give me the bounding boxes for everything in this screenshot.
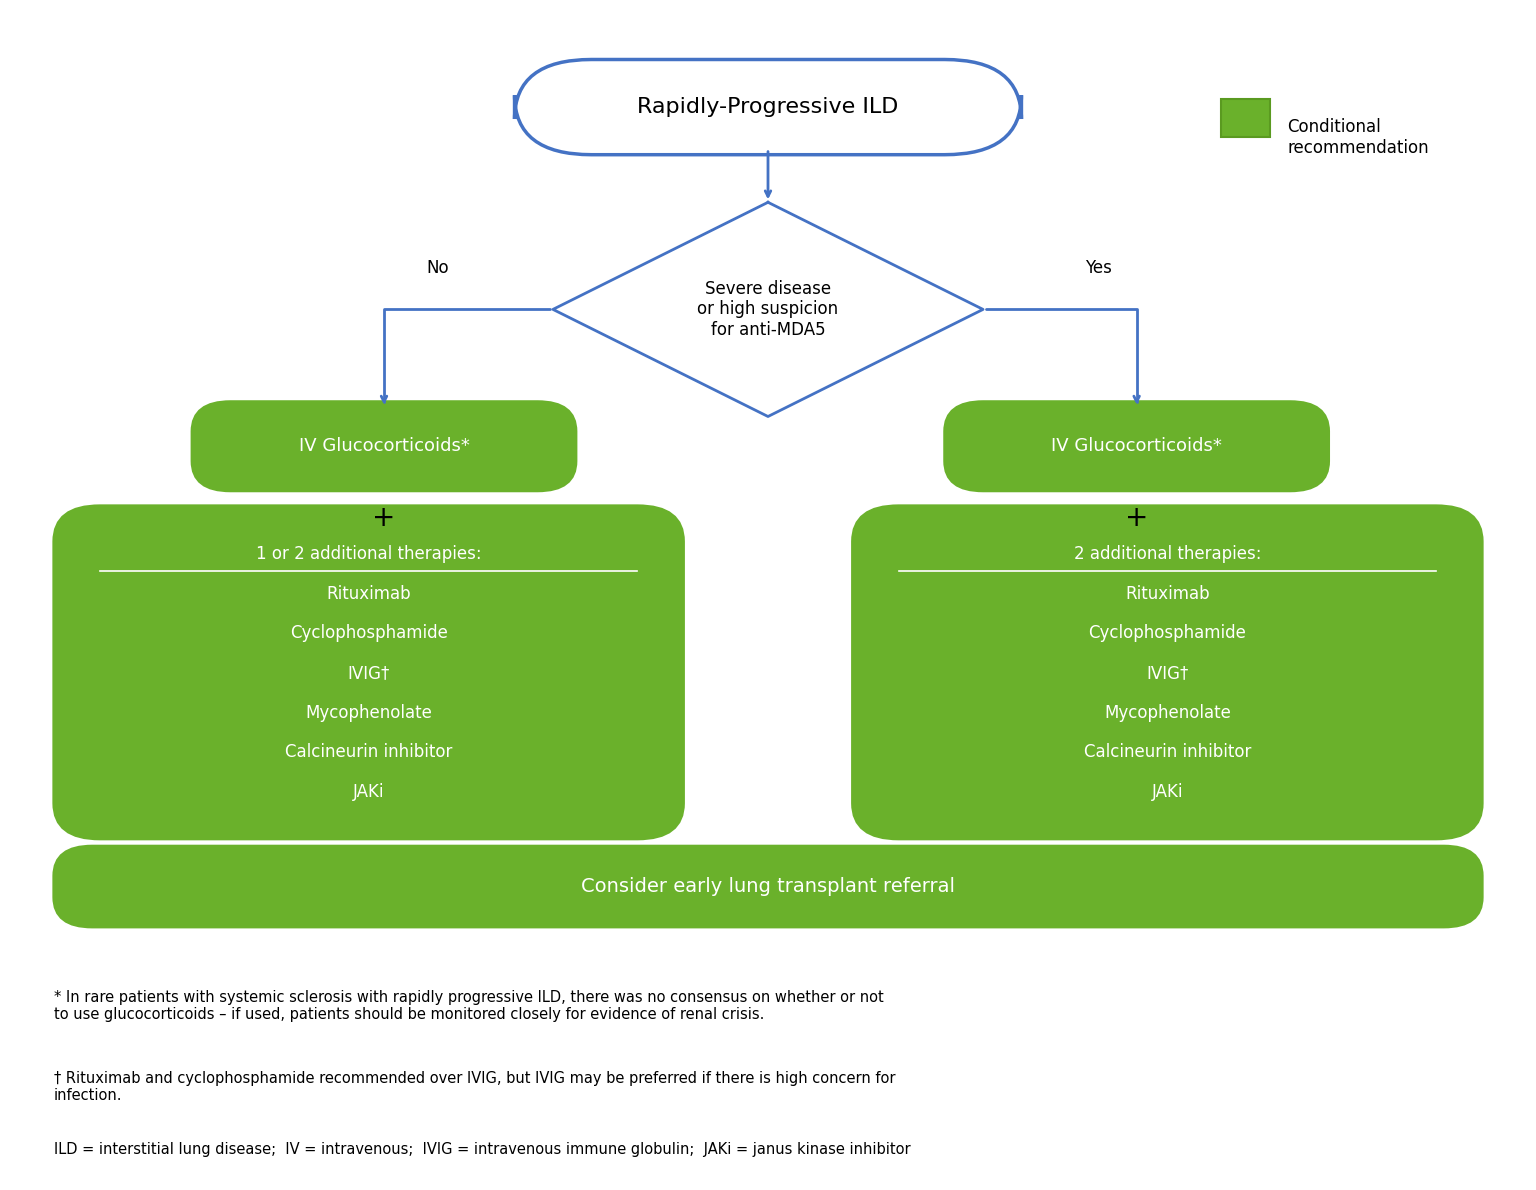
Text: IVIG†: IVIG† — [1146, 664, 1189, 682]
Text: * In rare patients with systemic sclerosis with rapidly progressive ILD, there w: * In rare patients with systemic scleros… — [54, 990, 883, 1022]
Text: IV Glucocorticoids*: IV Glucocorticoids* — [1051, 437, 1223, 456]
FancyBboxPatch shape — [1221, 99, 1270, 137]
Text: Consider early lung transplant referral: Consider early lung transplant referral — [581, 877, 955, 896]
Text: JAKi: JAKi — [1152, 783, 1183, 801]
Text: IV Glucocorticoids*: IV Glucocorticoids* — [298, 437, 470, 456]
Text: Conditional
recommendation: Conditional recommendation — [1287, 118, 1428, 157]
Polygon shape — [553, 202, 983, 416]
Text: Severe disease
or high suspicion
for anti-MDA5: Severe disease or high suspicion for ant… — [697, 280, 839, 339]
Text: Cyclophosphamide: Cyclophosphamide — [290, 625, 447, 643]
Text: Cyclophosphamide: Cyclophosphamide — [1089, 625, 1246, 643]
FancyBboxPatch shape — [54, 846, 1482, 927]
Text: Calcineurin inhibitor: Calcineurin inhibitor — [286, 744, 452, 762]
Text: † Rituximab and cyclophosphamide recommended over IVIG, but IVIG may be preferre: † Rituximab and cyclophosphamide recomme… — [54, 1071, 895, 1103]
Text: Yes: Yes — [1084, 258, 1112, 277]
FancyBboxPatch shape — [945, 401, 1329, 490]
FancyBboxPatch shape — [54, 506, 684, 839]
FancyBboxPatch shape — [192, 401, 576, 490]
FancyBboxPatch shape — [852, 506, 1482, 839]
Text: ILD = interstitial lung disease;  IV = intravenous;  IVIG = intravenous immune g: ILD = interstitial lung disease; IV = in… — [54, 1142, 911, 1158]
Text: No: No — [427, 258, 449, 277]
FancyBboxPatch shape — [515, 60, 1021, 155]
Text: 1 or 2 additional therapies:: 1 or 2 additional therapies: — [257, 545, 481, 563]
Text: Calcineurin inhibitor: Calcineurin inhibitor — [1084, 744, 1250, 762]
Text: 2 additional therapies:: 2 additional therapies: — [1074, 545, 1261, 563]
Text: Rituximab: Rituximab — [326, 584, 412, 602]
Text: JAKi: JAKi — [353, 783, 384, 801]
Text: Mycophenolate: Mycophenolate — [306, 703, 432, 721]
Text: +: + — [1124, 503, 1149, 532]
Text: Rapidly-Progressive ILD: Rapidly-Progressive ILD — [637, 98, 899, 117]
Text: Rituximab: Rituximab — [1124, 584, 1210, 602]
Text: IVIG†: IVIG† — [347, 664, 390, 682]
Text: Mycophenolate: Mycophenolate — [1104, 703, 1230, 721]
Text: +: + — [372, 503, 396, 532]
